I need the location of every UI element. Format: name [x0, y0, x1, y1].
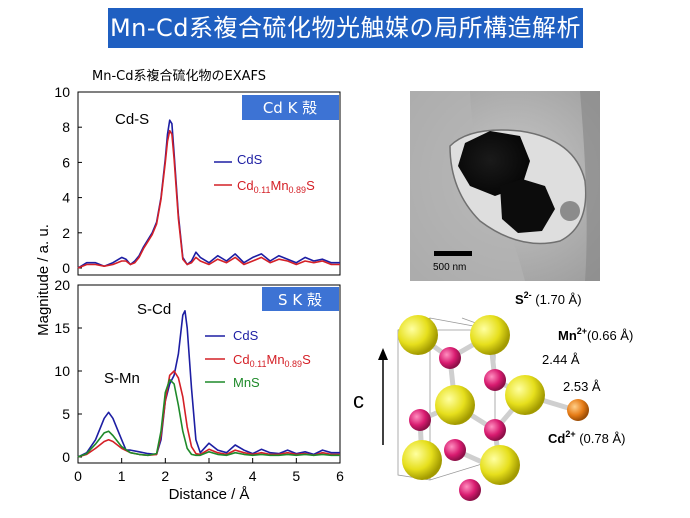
- cd-k-ytick-label: 6: [62, 154, 70, 170]
- legend-label-cdmns-2: Cd0.11Mn0.89S: [233, 352, 311, 369]
- s-k-badge-box: [262, 287, 339, 311]
- atom-mn: [484, 419, 506, 441]
- cd-k-badge-box: [242, 95, 339, 120]
- atom-mn: [444, 439, 466, 461]
- xtick-label: 0: [74, 468, 82, 484]
- atom-sulfur: [505, 375, 545, 415]
- s-k-ytick-label: 15: [54, 320, 70, 336]
- xtick-label: 3: [205, 468, 213, 484]
- xtick-label: 1: [118, 468, 126, 484]
- s-k-ytick-label: 10: [54, 363, 70, 379]
- label-cadmium: Cd2+ (0.78 Å): [548, 429, 625, 446]
- legend-label-cds-2: CdS: [233, 328, 259, 343]
- peak-label-cd-s: Cd-S: [115, 111, 149, 128]
- chart-caption: Mn-Cd系複合硫化物のEXAFS: [92, 68, 266, 84]
- cd-k-ytick-label: 4: [62, 190, 70, 206]
- cd-k-ytick-label: 2: [62, 225, 70, 241]
- atom-sulfur: [480, 445, 520, 485]
- legend-label-cds-1: CdS: [237, 152, 263, 167]
- tem-micrograph: [410, 91, 600, 281]
- page-title: Mn-Cd系複合硫化物光触媒の局所構造解析: [108, 8, 583, 48]
- xtick-label: 5: [292, 468, 300, 484]
- atom-sulfur: [402, 440, 442, 480]
- atom-mn: [484, 369, 506, 391]
- cd-k-ytick-label: 8: [62, 119, 70, 135]
- atom-mn: [409, 409, 431, 431]
- x-axis-label: Distance / Å: [169, 486, 250, 503]
- scale-bar-label: 500 nm: [433, 262, 467, 273]
- atom-mn: [439, 347, 461, 369]
- xtick-label: 4: [249, 468, 257, 484]
- s-k-series-1-line: [77, 370, 340, 458]
- atom-cd: [567, 399, 589, 421]
- legend-label-cdmns-1: Cd0.11Mn0.89S: [237, 178, 315, 195]
- atom-sulfur: [470, 315, 510, 355]
- label-sulfur: S2- (1.70 Å): [515, 290, 582, 307]
- xtick-label: 2: [161, 468, 169, 484]
- xtick-label: 6: [336, 468, 344, 484]
- atom-sulfur: [398, 315, 438, 355]
- s-k-ytick-label: 20: [54, 277, 70, 293]
- s-k-ytick-label: 5: [62, 406, 70, 422]
- atom-sulfur: [435, 385, 475, 425]
- label-bond-2-53: 2.53 Å: [563, 379, 601, 394]
- y-axis-label: Magnitude / a. u.: [35, 224, 52, 336]
- cd-k-plot-frame: [77, 91, 341, 276]
- cd-k-badge: Cd K 殻: [263, 99, 317, 117]
- label-bond-2-44: 2.44 Å: [542, 352, 580, 367]
- s-k-badge: S K 殻: [278, 291, 322, 309]
- crystal-structure: c S2- (1.70 Å) Mn2+(0.66 Å) 2.44 Å 2.53 …: [353, 290, 633, 501]
- c-axis-arrowhead: [378, 348, 388, 360]
- label-manganese: Mn2+(0.66 Å): [558, 326, 633, 343]
- s-k-series-2-line: [77, 378, 340, 458]
- peak-label-s-cd: S-Cd: [137, 301, 171, 318]
- s-k-ytick-label: 0: [62, 449, 70, 465]
- legend-label-mns: MnS: [233, 375, 260, 390]
- tem-image: [410, 91, 600, 281]
- atom-mn: [459, 479, 481, 501]
- cd-k-ytick-label: 0: [62, 260, 70, 276]
- peak-label-s-mn: S-Mn: [104, 370, 140, 387]
- s-k-series-0-line: [77, 309, 340, 458]
- c-axis-label: c: [353, 388, 364, 413]
- cd-k-series-1-line: [77, 129, 340, 269]
- cd-k-ytick-label: 10: [54, 84, 70, 100]
